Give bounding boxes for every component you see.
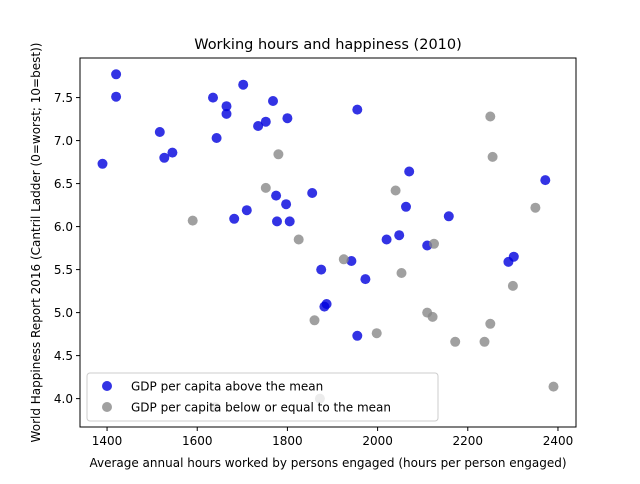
y-tick-label: 4.5 (54, 349, 73, 363)
data-point-s0-30 (394, 230, 405, 241)
data-point-s0-37 (540, 175, 551, 186)
plot-area-frame (79, 57, 577, 428)
data-point-s0-36 (508, 251, 519, 262)
data-point-s1-18 (487, 151, 498, 162)
legend-box (86, 372, 439, 422)
legend-label-above-mean: GDP per capita above the mean (131, 380, 323, 394)
data-point-s1-15 (479, 336, 490, 347)
chart-title: Working hours and happiness (2010) (194, 37, 462, 53)
x-tick-label: 1400 (92, 434, 123, 448)
data-point-s0-25 (346, 256, 357, 266)
data-point-s0-3 (154, 127, 165, 137)
data-point-s0-11 (238, 79, 249, 90)
x-tick-label: 1600 (182, 434, 213, 448)
data-point-s1-8 (371, 328, 382, 339)
data-point-s1-3 (273, 149, 284, 160)
data-point-s1-0 (187, 215, 198, 226)
y-tick-label: 6.5 (54, 177, 73, 191)
data-point-s0-13 (253, 121, 264, 131)
data-point-s0-1 (111, 69, 122, 80)
data-point-s0-16 (271, 190, 282, 201)
data-point-s1-13 (429, 238, 439, 249)
data-point-s0-26 (352, 104, 363, 115)
data-point-s0-19 (282, 113, 293, 124)
y-tick-label: 5.5 (54, 263, 73, 277)
data-point-s1-14 (450, 336, 461, 347)
y-tick-label: 7.0 (54, 134, 73, 148)
data-point-s1-12 (427, 311, 438, 322)
data-point-s1-7 (338, 254, 349, 265)
points-layer (97, 69, 559, 413)
legend: GDP per capita above the mean GDP per ca… (86, 372, 439, 422)
data-point-s1-10 (396, 268, 407, 278)
data-point-s0-2 (111, 91, 122, 102)
data-point-s0-17 (272, 216, 282, 227)
data-point-s0-22 (316, 264, 327, 275)
data-point-s0-14 (260, 116, 271, 127)
legend-label-below-mean: GDP per capita below or equal to the mea… (131, 401, 391, 415)
legend-marker-above-mean (102, 381, 112, 391)
x-tick-label: 1800 (272, 434, 303, 448)
data-point-s0-6 (208, 92, 218, 103)
y-tick-label: 6.0 (54, 220, 73, 234)
data-point-s0-31 (401, 201, 411, 212)
data-point-s1-4 (293, 234, 304, 245)
data-point-s1-17 (485, 318, 496, 329)
data-point-s0-7 (211, 133, 222, 143)
y-axis-label: World Happiness Report 2016 (Cantril Lad… (29, 43, 43, 443)
data-point-s0-10 (229, 213, 240, 224)
data-point-s0-9 (221, 108, 232, 119)
x-axis-label: Average annual hours worked by persons e… (89, 456, 566, 470)
data-point-s1-21 (548, 381, 559, 392)
data-point-s0-12 (241, 205, 252, 216)
data-point-s0-21 (307, 188, 318, 198)
x-tick-label: 2200 (453, 434, 484, 448)
data-point-s1-2 (260, 182, 271, 193)
x-tick-label: 2400 (543, 434, 574, 448)
data-point-s0-0 (97, 158, 108, 169)
data-point-s0-24 (321, 299, 332, 309)
legend-marker-below-mean (102, 402, 112, 412)
data-point-s0-5 (167, 147, 178, 158)
x-tick-label: 2000 (362, 434, 393, 448)
y-tick-label: 4.0 (54, 392, 73, 406)
data-point-s0-8 (221, 101, 232, 112)
data-point-s1-19 (507, 280, 518, 291)
y-tick-label: 7.5 (54, 91, 73, 105)
data-point-s0-4 (159, 152, 170, 163)
data-point-s0-34 (443, 211, 454, 222)
data-point-s0-20 (284, 216, 295, 227)
data-point-s0-32 (404, 166, 415, 177)
data-point-s0-18 (281, 199, 292, 210)
data-point-s1-20 (530, 202, 541, 213)
data-point-s0-27 (352, 330, 363, 341)
x-axis: 1400 1600 1800 2000 2200 2400 (92, 427, 573, 448)
data-point-s1-9 (390, 185, 401, 196)
data-point-s1-5 (309, 315, 320, 326)
data-point-s0-15 (268, 96, 278, 106)
y-tick-label: 5.0 (54, 306, 73, 320)
y-axis: 4.0 4.5 5.0 5.5 6.0 6.5 7.0 7.5 (54, 91, 80, 406)
data-point-s1-16 (485, 111, 496, 122)
data-point-s0-28 (360, 274, 371, 285)
data-point-s0-29 (381, 234, 392, 245)
